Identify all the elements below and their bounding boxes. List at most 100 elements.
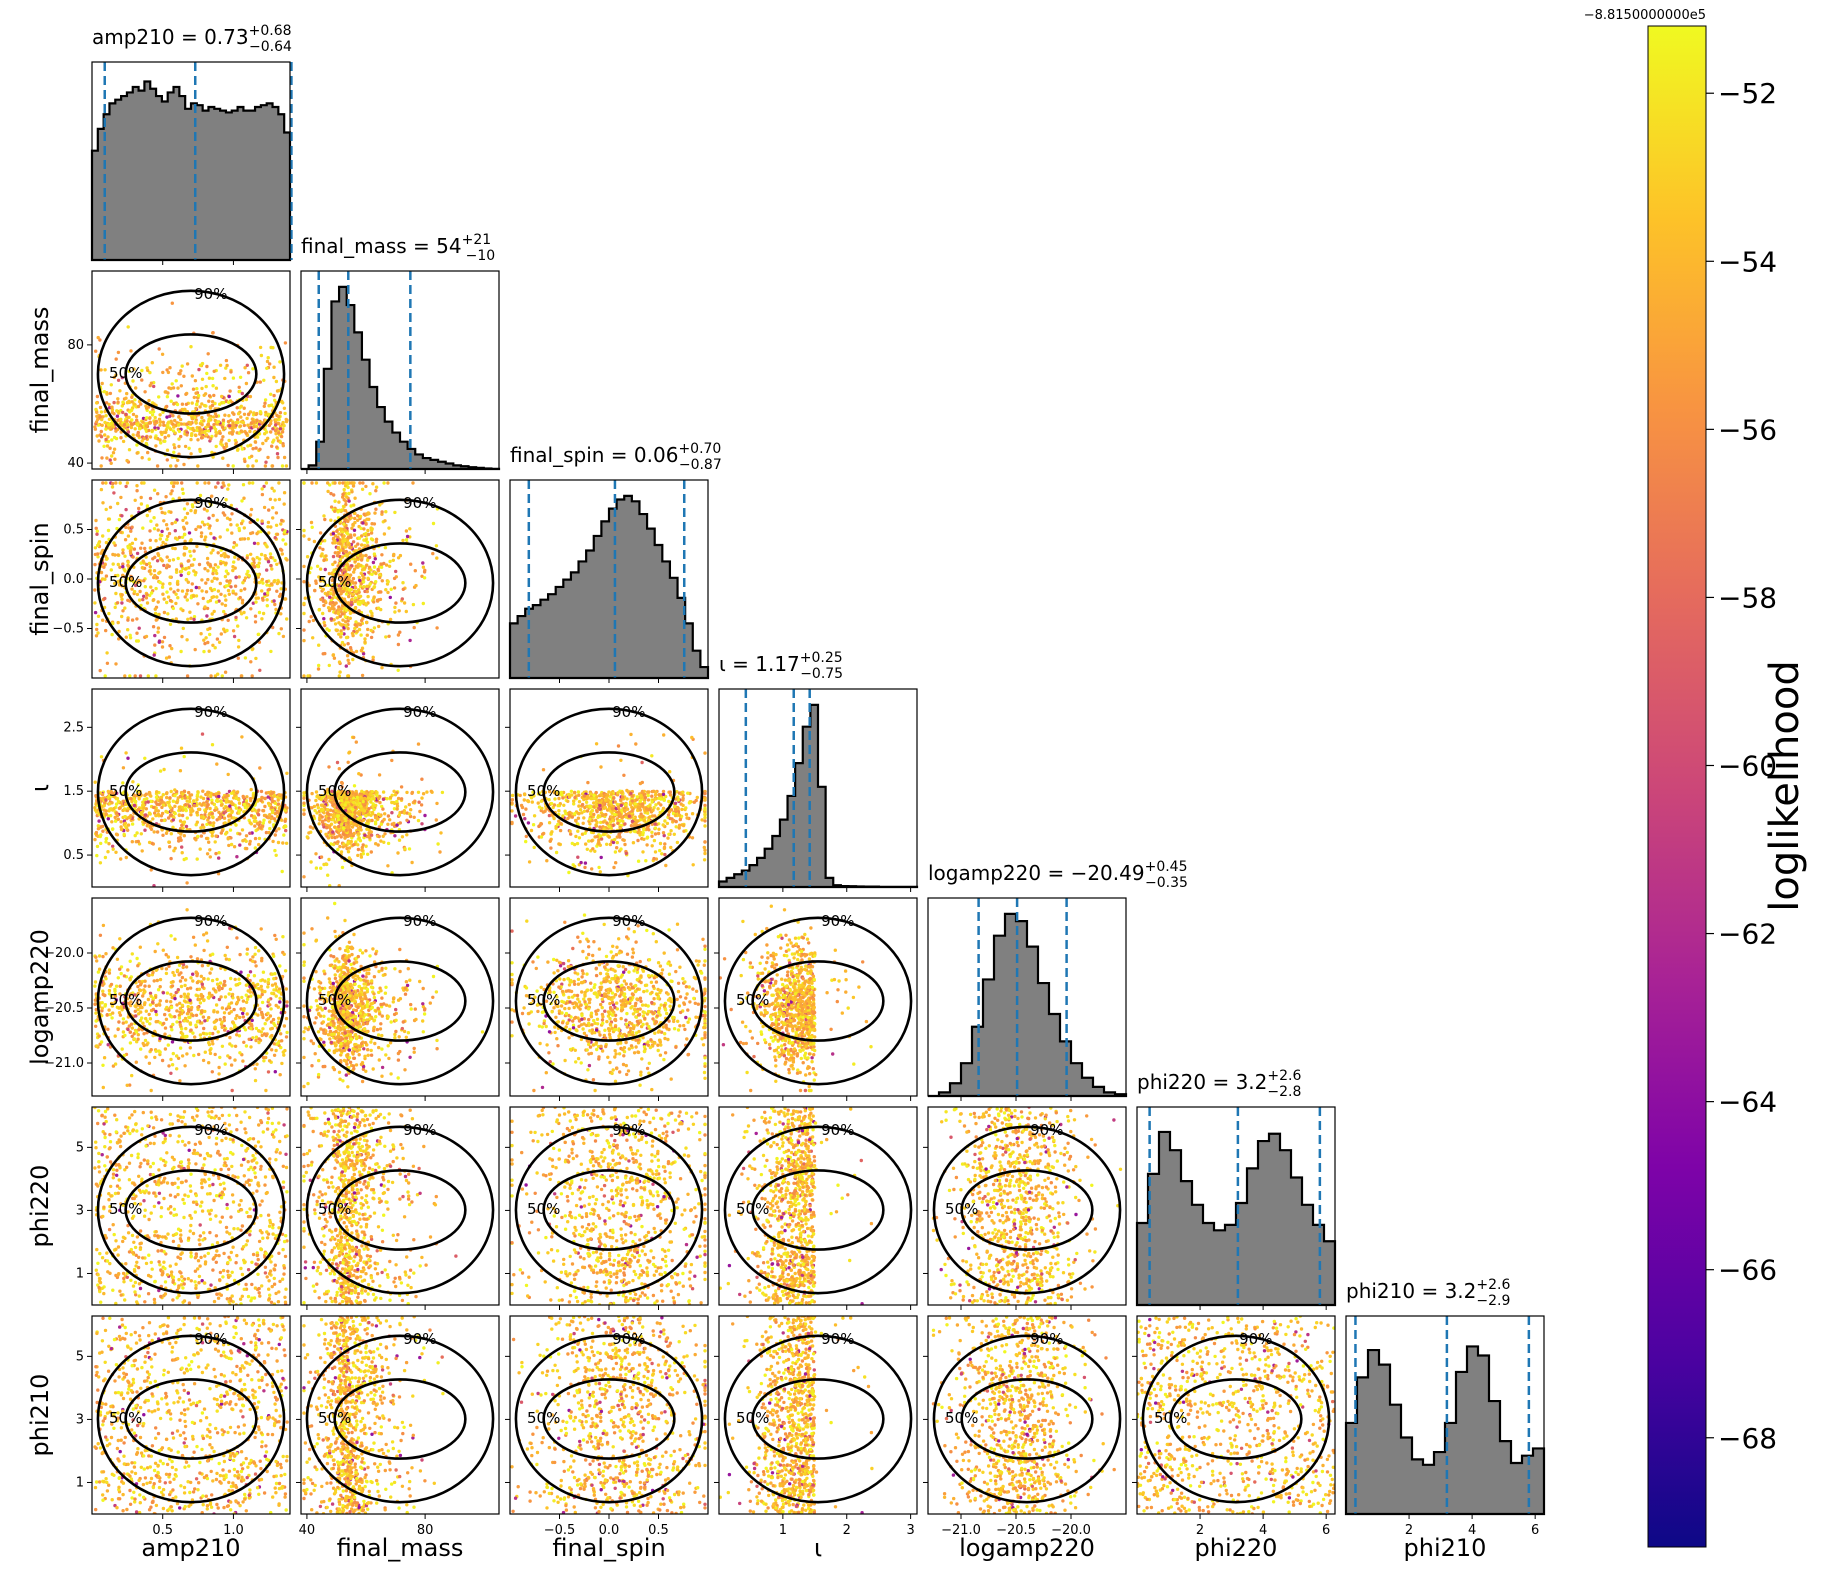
scatter-point — [345, 572, 350, 577]
scatter-point — [165, 590, 169, 594]
scatter-point — [599, 855, 603, 860]
scatter-point — [93, 588, 97, 592]
scatter-point — [158, 580, 162, 585]
scatter-point — [401, 587, 405, 591]
scatter-point — [109, 383, 114, 387]
scatter-point — [126, 756, 130, 760]
scatter-point — [260, 577, 265, 582]
scatter-point — [180, 813, 185, 818]
scatter-point — [337, 500, 341, 504]
scatter-point — [264, 410, 268, 415]
scatter-point — [160, 529, 164, 534]
scatter-point — [280, 869, 284, 874]
scatter-point — [168, 366, 172, 370]
scatter-point — [314, 798, 318, 803]
scatter-point — [669, 845, 673, 850]
scatter-point — [194, 585, 198, 590]
scatter-point — [680, 807, 684, 812]
scatter-point — [380, 510, 384, 514]
scatter-point — [202, 649, 206, 654]
scatter-point — [405, 534, 410, 539]
scatter-point — [281, 427, 285, 431]
scatter-point — [310, 481, 314, 485]
scatter-point — [251, 464, 255, 468]
scatter-point — [368, 836, 372, 840]
scatter-point — [128, 674, 132, 678]
scatter-point — [270, 567, 274, 571]
scatter-point — [284, 841, 289, 845]
scatter-point — [314, 790, 319, 794]
scatter-point — [353, 606, 357, 610]
scatter-point — [123, 538, 128, 542]
scatter-point — [167, 531, 172, 536]
scatter-point — [145, 562, 149, 567]
scatter-point — [331, 593, 336, 597]
scatter-point — [226, 400, 231, 404]
scatter-point — [369, 830, 373, 834]
scatter-point — [347, 551, 352, 555]
scatter-point — [577, 793, 581, 797]
scatter-point — [319, 597, 323, 602]
scatter-point — [316, 667, 321, 671]
scatter-point — [333, 820, 337, 824]
scatter-point — [376, 812, 381, 816]
scatter-point — [379, 565, 384, 569]
scatter-point — [342, 567, 346, 572]
scatter-point — [215, 577, 219, 581]
scatter-point — [378, 800, 382, 805]
scatter-point — [338, 622, 343, 626]
scatter-point — [249, 552, 253, 556]
scatter-point — [168, 622, 173, 626]
scatter-point — [660, 852, 664, 856]
scatter-point — [222, 627, 226, 631]
scatter-point — [358, 811, 362, 816]
scatter-point — [109, 568, 114, 572]
scatter-point — [161, 592, 165, 596]
scatter-point — [123, 802, 128, 806]
scatter-point — [94, 830, 99, 835]
scatter-point — [154, 813, 158, 818]
scatter-point — [345, 553, 349, 557]
scatter-point — [317, 575, 321, 579]
scatter-point — [235, 431, 239, 435]
scatter-point — [173, 811, 177, 816]
scatter-point — [510, 809, 514, 813]
scatter-point — [237, 575, 241, 579]
contour-label-90: 90% — [194, 494, 227, 512]
scatter-point — [210, 743, 215, 747]
scatter-point — [110, 438, 114, 442]
scatter-point — [132, 803, 137, 808]
scatter-point — [176, 458, 180, 462]
scatter-point — [397, 838, 402, 842]
scatter-point — [101, 618, 105, 622]
scatter-point — [329, 505, 334, 509]
scatter-point — [185, 881, 189, 885]
scatter-point — [341, 618, 345, 622]
scatter-point — [345, 790, 349, 794]
scatter-point — [103, 674, 107, 678]
scatter-point — [177, 813, 181, 817]
scatter-point — [95, 622, 99, 627]
scatter-point — [372, 807, 376, 812]
scatter-point — [153, 426, 157, 430]
scatter-point — [413, 569, 417, 573]
scatter-point — [315, 803, 320, 807]
scatter-point — [390, 800, 394, 805]
scatter-point — [113, 581, 117, 586]
scatter-point — [104, 414, 108, 418]
scatter-point — [285, 771, 289, 775]
scatter-point — [340, 802, 344, 807]
scatter-point — [210, 376, 215, 381]
scatter-point — [108, 391, 113, 396]
scatter-point — [205, 805, 209, 809]
scatter-point — [165, 395, 170, 399]
scatter-point — [179, 384, 183, 388]
scatter-point — [215, 637, 220, 641]
scatter-point — [179, 838, 183, 842]
scatter-point — [370, 611, 374, 616]
scatter-point — [190, 503, 195, 507]
scatter-point — [323, 539, 327, 543]
scatter-point — [399, 785, 404, 789]
scatter-point — [636, 808, 640, 813]
scatter-point — [179, 434, 183, 439]
